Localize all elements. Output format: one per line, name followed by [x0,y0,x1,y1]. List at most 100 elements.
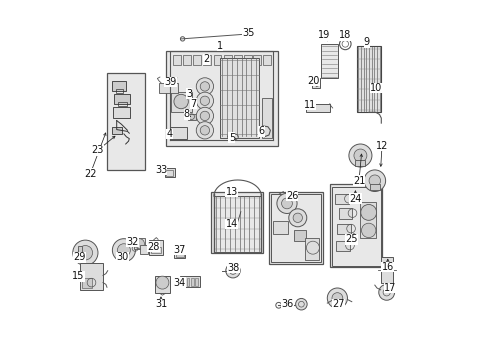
Circle shape [196,78,213,95]
Text: 21: 21 [352,176,365,186]
Circle shape [112,239,135,262]
Bar [166,170,172,176]
Circle shape [174,94,188,109]
Bar [380,257,392,283]
Text: 14: 14 [225,219,238,229]
Bar [190,278,193,286]
Bar [149,240,163,255]
Bar [81,278,92,288]
Circle shape [196,122,213,139]
Circle shape [292,213,302,222]
Text: 18: 18 [338,30,350,40]
Bar [80,263,103,290]
Circle shape [360,204,376,220]
Text: 16: 16 [381,262,393,272]
Bar [187,114,195,120]
Bar [174,248,185,258]
Bar [337,224,350,234]
Bar [244,55,251,65]
Circle shape [331,293,342,303]
Circle shape [196,92,213,109]
Bar [213,196,261,252]
Bar [329,184,381,267]
Text: 39: 39 [164,77,177,87]
Circle shape [363,170,385,192]
Text: 30: 30 [117,252,129,262]
Text: 15: 15 [72,271,84,282]
Circle shape [348,144,371,167]
Circle shape [134,239,144,249]
Bar [173,55,181,65]
Bar [356,46,381,112]
Circle shape [361,223,375,238]
Bar [306,104,329,112]
Bar [213,55,221,65]
Bar [203,55,211,65]
Bar [170,92,191,112]
Text: 25: 25 [345,234,357,244]
Bar [211,192,263,253]
Bar [164,168,174,177]
Bar [335,194,348,204]
Bar [268,192,322,264]
Bar [253,55,261,65]
Bar [331,187,380,266]
Circle shape [200,96,209,105]
Bar [193,55,201,65]
Text: 10: 10 [369,83,382,93]
Bar [118,102,126,106]
Text: 4: 4 [166,129,172,139]
Bar [186,278,189,286]
Bar [273,221,287,234]
Text: 26: 26 [285,191,298,201]
Text: 27: 27 [332,299,345,309]
Text: 17: 17 [384,283,396,293]
Circle shape [281,198,292,209]
Bar [369,184,379,190]
Text: 20: 20 [307,76,319,86]
Bar [133,238,145,249]
Text: 9: 9 [363,37,369,48]
Text: 23: 23 [91,145,103,156]
Bar [220,58,258,138]
Circle shape [78,246,92,260]
Text: 34: 34 [173,278,185,288]
Bar [183,55,191,65]
Bar [114,94,130,104]
Bar [336,241,349,251]
Text: 6: 6 [258,126,264,136]
Bar [359,202,375,238]
Bar [233,55,241,65]
Text: 22: 22 [84,168,97,179]
Text: 5: 5 [228,132,235,143]
Text: 13: 13 [225,186,238,197]
Circle shape [117,244,130,257]
Bar [140,245,148,254]
Bar [159,83,177,93]
Circle shape [225,264,240,278]
Text: 38: 38 [227,263,239,273]
Text: 28: 28 [147,242,160,252]
Text: 32: 32 [126,237,139,247]
Bar [355,160,365,166]
Text: 31: 31 [155,299,167,309]
Bar [107,73,145,170]
Circle shape [196,107,213,125]
Bar [175,249,183,257]
Bar [338,208,352,219]
Text: 7: 7 [190,99,196,109]
Circle shape [156,276,168,289]
Bar [271,194,321,262]
Bar [182,278,185,286]
Text: 12: 12 [375,141,387,151]
Circle shape [378,284,394,300]
Text: 29: 29 [73,252,85,262]
Bar [263,55,270,65]
Text: 3: 3 [185,89,192,99]
Bar [78,246,82,259]
Circle shape [73,240,98,265]
Bar [155,276,169,293]
Bar [151,247,161,253]
Circle shape [276,193,296,213]
Text: 1: 1 [217,41,223,51]
